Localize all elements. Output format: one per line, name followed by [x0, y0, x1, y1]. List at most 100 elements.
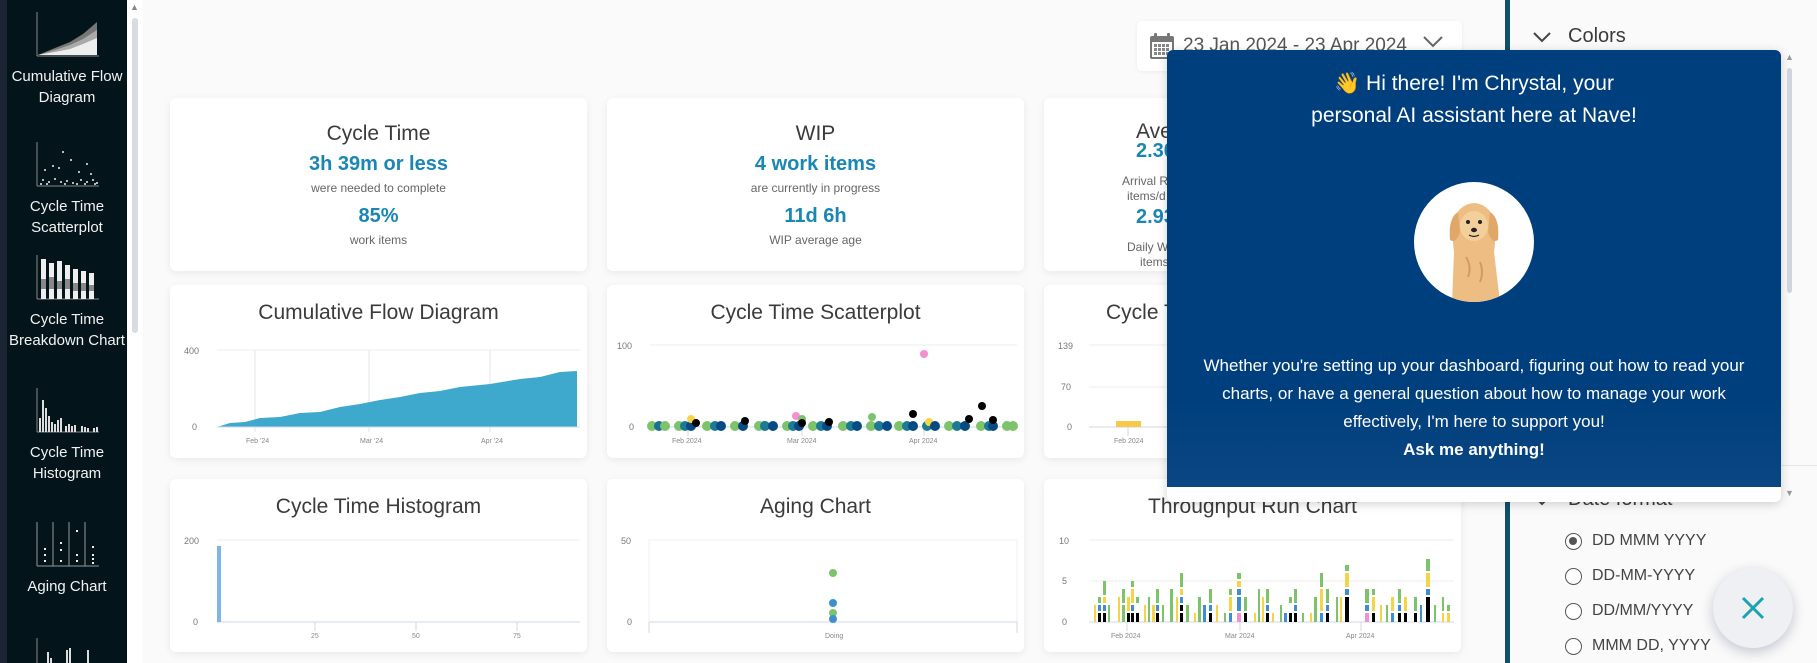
chart-card-scatterplot[interactable]: Cycle Time Scatterplot [607, 285, 1024, 458]
radio-button[interactable] [1565, 567, 1582, 585]
aging-chart[interactable]: 50 0 Doing [607, 534, 1024, 652]
sidebar-item-label: Cycle Time Breakdown Chart [9, 311, 125, 349]
svg-text:400: 400 [184, 346, 199, 356]
svg-text:Feb '24: Feb '24 [246, 438, 269, 445]
svg-text:Feb 2024: Feb 2024 [1114, 438, 1144, 445]
chart-card-cfd[interactable]: Cumulative Flow Diagram 400 0 Feb '24 Ma… [170, 285, 587, 458]
chart-title: Cycle Time Histogram [275, 495, 482, 518]
scroll-down-arrow-icon[interactable]: ▼ [1785, 488, 1794, 498]
svg-text:0: 0 [192, 422, 197, 432]
kpi-secondary-subtitle: Daily W [1127, 240, 1169, 254]
kpi-title: Ave [1136, 120, 1172, 143]
svg-text:75: 75 [513, 633, 521, 640]
svg-text:0: 0 [1067, 422, 1072, 432]
svg-text:100: 100 [617, 341, 632, 351]
svg-text:Mar '24: Mar '24 [360, 438, 383, 445]
kpi-secondary-value: 2.93 [1136, 206, 1175, 228]
scrollbar-thumb[interactable] [132, 18, 138, 333]
svg-text:0: 0 [1062, 617, 1067, 627]
chart-card-throughput[interactable]: Throughput Run Chart [1044, 479, 1461, 652]
assistant-cta: Ask me anything! [1403, 440, 1545, 459]
sidebar-item-aging[interactable]: Aging Chart [7, 522, 127, 597]
chart-title: Cycle T [1106, 301, 1177, 324]
scatterplot-chart[interactable]: 100 0 Feb 2024 Mar 2024 Apr 2024 [607, 340, 1024, 458]
sidebar-item-label: Cycle Time Histogram [29, 444, 105, 482]
assistant-intro-text: Whether you're setting up your dashboard… [1203, 356, 1745, 431]
date-format-option[interactable]: DD-MM-YYYY [1565, 567, 1695, 585]
kpi-secondary-value: 11d 6h [784, 205, 847, 227]
radio-button-checked[interactable] [1565, 532, 1582, 550]
date-format-option-label: DD-MM-YYYY [1592, 567, 1696, 584]
assistant-avatar [1414, 182, 1534, 302]
scroll-up-arrow-icon[interactable]: ▲ [1785, 52, 1794, 62]
chart-title: Aging Chart [760, 495, 871, 518]
close-icon [1741, 596, 1765, 620]
svg-text:Feb 2024: Feb 2024 [672, 438, 702, 445]
assistant-greeting: 👋 Hi there! I'm Chrystal, your personal … [1167, 68, 1781, 132]
sidebar-item-label: Aging Chart [27, 578, 107, 595]
kpi-value: 2.30 [1136, 140, 1175, 162]
svg-text:200: 200 [184, 536, 199, 546]
svg-text:70: 70 [1061, 382, 1071, 392]
aging-column-label: Doing [825, 633, 843, 640]
svg-text:25: 25 [311, 633, 319, 640]
sidebar-item-cfd[interactable]: Cumulative Flow Diagram [7, 12, 127, 108]
sidebar-item-label: Cycle Time Scatterplot [29, 198, 105, 236]
kpi-title: WIP [795, 122, 836, 145]
ai-assistant-welcome: 👋 Hi there! I'm Chrystal, your personal … [1167, 50, 1781, 487]
scatterplot-thumbnail-icon [36, 142, 99, 187]
scroll-up-arrow-icon[interactable]: ▲ [130, 2, 139, 12]
dog-avatar-icon [1449, 203, 1500, 302]
svg-text:0: 0 [193, 617, 198, 627]
cfd-thumbnail-icon [36, 12, 99, 57]
svg-text:Apr '24: Apr '24 [481, 438, 503, 445]
date-format-option[interactable]: DD MMM YYYY [1565, 532, 1706, 550]
close-assistant-button[interactable] [1713, 568, 1793, 648]
date-format-option-label: DD MMM YYYY [1592, 532, 1707, 549]
svg-text:0: 0 [627, 617, 632, 627]
histogram-chart[interactable]: 200 0 25 50 75 [170, 534, 587, 652]
svg-text:50: 50 [621, 536, 631, 546]
sidebar-item-histogram[interactable]: Cycle Time Histogram [7, 388, 127, 484]
chat-scrollbar-thumb[interactable] [1787, 68, 1792, 293]
greeting-line-2: personal AI assistant here at Nave! [1311, 104, 1637, 127]
throughput-chart[interactable]: 10 5 0 Feb 2024 Mar 2024 Apr 2024 [1044, 534, 1461, 652]
svg-text:10: 10 [1059, 536, 1069, 546]
kpi-subtitle: were needed to complete [311, 181, 446, 195]
sidebar-item-breakdown[interactable]: Cycle Time Breakdown Chart [7, 255, 127, 351]
kpi-value: 4 work items [754, 153, 877, 175]
chart-card-histogram[interactable]: Cycle Time Histogram 200 0 25 50 75 [170, 479, 587, 652]
main-scrollbar[interactable]: ▲ [127, 0, 143, 663]
svg-text:50: 50 [412, 633, 420, 640]
kpi-title: Cycle Time [326, 122, 431, 145]
chevron-down-icon[interactable] [1422, 35, 1444, 49]
kpi-value: 3h 39m or less [309, 153, 448, 175]
date-format-option-label: DD/MM/YYYY [1592, 602, 1694, 619]
svg-text:Feb 2024: Feb 2024 [1111, 633, 1141, 640]
chat-scrollbar[interactable]: ▲ ▼ [1784, 50, 1796, 502]
kpi-secondary-value: 85% [358, 205, 399, 227]
svg-text:Mar 2024: Mar 2024 [1225, 633, 1255, 640]
greeting-line-1: 👋 Hi there! I'm Chrystal, your [1334, 72, 1614, 95]
sidebar-item-scatterplot[interactable]: Cycle Time Scatterplot [7, 142, 127, 238]
colors-section-toggle[interactable]: Colors [1532, 25, 1626, 48]
throughput-thumbnail-icon [36, 638, 89, 663]
radio-button[interactable] [1565, 637, 1582, 655]
kpi-card-wip: WIP 4 work items are currently in progre… [607, 98, 1024, 271]
radio-button[interactable] [1565, 602, 1582, 620]
kpi-secondary-subtitle: WIP average age [769, 233, 862, 247]
chart-title: Cycle Time Scatterplot [710, 301, 921, 324]
svg-text:Mar 2024: Mar 2024 [787, 438, 817, 445]
chart-title: Cumulative Flow Diagram [258, 301, 499, 324]
kpi-secondary-subtitle-line2: items [1140, 255, 1169, 269]
sidebar-item-throughput[interactable] [7, 638, 127, 663]
svg-text:Apr 2024: Apr 2024 [909, 438, 938, 445]
ai-assistant-popup: 👋 Hi there! I'm Chrystal, your personal … [1167, 50, 1781, 502]
date-format-option[interactable]: MMM DD, YYYY [1565, 637, 1711, 655]
date-format-option[interactable]: DD/MM/YYYY [1565, 602, 1693, 620]
chart-card-aging[interactable]: Aging Chart 50 0 Doing [607, 479, 1024, 652]
cfd-chart[interactable]: 400 0 Feb '24 Mar '24 Apr '24 [170, 340, 587, 458]
date-format-option-label: MMM DD, YYYY [1592, 637, 1711, 654]
chevron-down-icon [1533, 31, 1551, 42]
